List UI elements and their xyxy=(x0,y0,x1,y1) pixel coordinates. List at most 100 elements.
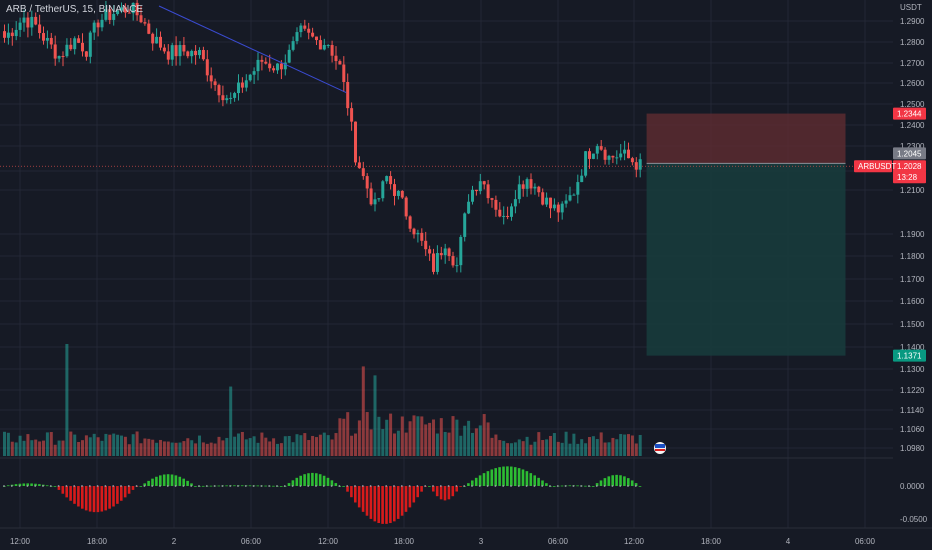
volume-bar xyxy=(463,425,467,456)
volume-bar xyxy=(88,437,92,456)
oscillator-bar xyxy=(541,480,544,486)
candle-body xyxy=(155,36,159,44)
candle-body xyxy=(619,153,623,158)
volume-bar xyxy=(467,420,471,456)
candle-body xyxy=(447,248,451,257)
volume-bar xyxy=(22,440,26,456)
oscillator-bar xyxy=(537,477,540,486)
oscillator-bar xyxy=(69,486,72,501)
volume-bar xyxy=(14,442,18,456)
volume-bar xyxy=(34,439,38,456)
oscillator-bar xyxy=(322,475,326,486)
volume-bar xyxy=(361,366,365,456)
candle-body xyxy=(252,71,256,75)
candle-body xyxy=(143,22,147,24)
candle-body xyxy=(630,158,634,163)
volume-bar xyxy=(404,432,408,456)
oscillator-bar xyxy=(521,469,525,486)
oscillator-bar xyxy=(272,485,275,487)
volume-bar xyxy=(424,424,428,456)
oscillator-zero-dot xyxy=(330,485,333,487)
oscillator-bar xyxy=(100,486,104,512)
oscillator-bar xyxy=(311,472,314,486)
candle-body xyxy=(53,44,57,59)
volume-bar xyxy=(595,439,599,456)
volume-bar xyxy=(599,432,603,456)
volume-bar xyxy=(178,442,182,456)
volume-bar xyxy=(233,436,237,456)
oscillator-zero-dot xyxy=(619,485,622,487)
volume-bar xyxy=(439,418,443,456)
oscillator-bar xyxy=(88,486,92,512)
oscillator-zero-dot xyxy=(486,485,489,487)
volume-bar xyxy=(478,425,482,456)
candle-body xyxy=(443,248,447,256)
volume-bar xyxy=(619,434,623,456)
volume-bar xyxy=(65,344,69,456)
volume-bar xyxy=(420,416,424,456)
volume-bar xyxy=(96,437,100,456)
oscillator-bar xyxy=(455,486,458,492)
symbol-title[interactable]: ARB / TetherUS, 15, BINANCE xyxy=(6,4,144,15)
candle-body xyxy=(408,216,412,229)
oscillator-bar xyxy=(84,486,88,511)
oscillator-bar xyxy=(412,486,416,503)
x-tick-label: 06:00 xyxy=(548,537,569,546)
candle-body xyxy=(552,204,556,209)
y-tick-label: 1.2500 xyxy=(900,100,925,109)
oscillator-zero-dot xyxy=(564,485,567,487)
candle-body xyxy=(213,81,217,86)
oscillator-bar xyxy=(467,483,470,486)
oscillator-zero-dot xyxy=(634,485,637,487)
y-tick-label: 1.2800 xyxy=(900,38,925,47)
y-tick-label: 1.1700 xyxy=(900,275,925,284)
oscillator-bar xyxy=(159,475,162,486)
candle-body xyxy=(38,24,42,34)
oscillator-zero-dot xyxy=(408,485,411,487)
stop-loss-zone xyxy=(646,113,846,164)
volume-bar xyxy=(357,420,361,456)
x-tick-label: 12:00 xyxy=(624,537,645,546)
candle-body xyxy=(424,240,428,250)
candle-body xyxy=(502,215,506,217)
volume-bar xyxy=(560,442,564,456)
candle-body xyxy=(513,199,517,207)
oscillator-bar xyxy=(209,485,213,487)
candle-body xyxy=(482,181,486,185)
candle-body xyxy=(412,228,416,235)
candle-body xyxy=(272,68,276,71)
candle-body xyxy=(147,23,151,34)
volume-bar xyxy=(459,435,463,456)
oscillator-zero-dot xyxy=(393,485,395,487)
oscillator-bar xyxy=(634,483,638,486)
last-price-label-bg xyxy=(893,160,926,173)
volume-bar xyxy=(131,434,135,456)
oscillator-zero-dot xyxy=(478,485,481,487)
oscillator-bar xyxy=(201,485,205,487)
x-tick-label: 18:00 xyxy=(87,537,108,546)
oscillator-zero-dot xyxy=(588,485,590,487)
volume-bar xyxy=(490,437,494,456)
volume-bar xyxy=(607,442,611,456)
oscillator-zero-dot xyxy=(34,485,37,487)
candle-body xyxy=(498,209,502,217)
volume-bar xyxy=(603,442,607,456)
y-tick-label: 1.1140 xyxy=(900,406,924,415)
candle-body xyxy=(198,49,201,56)
oscillator-bar xyxy=(447,486,451,500)
oscillator-bar xyxy=(552,486,556,487)
oscillator-zero-dot xyxy=(268,485,271,487)
oscillator-bar xyxy=(30,483,33,486)
volume-bar xyxy=(166,441,170,456)
candle-body xyxy=(467,201,471,214)
volume-bar xyxy=(545,439,549,456)
oscillator-bar xyxy=(108,486,111,509)
oscillator-bar xyxy=(120,486,123,501)
oscillator-zero-dot xyxy=(463,485,466,487)
candle-body xyxy=(112,14,116,20)
volume-bar xyxy=(299,435,303,456)
volume-bar xyxy=(264,437,268,456)
oscillator-zero-dot xyxy=(354,485,356,487)
